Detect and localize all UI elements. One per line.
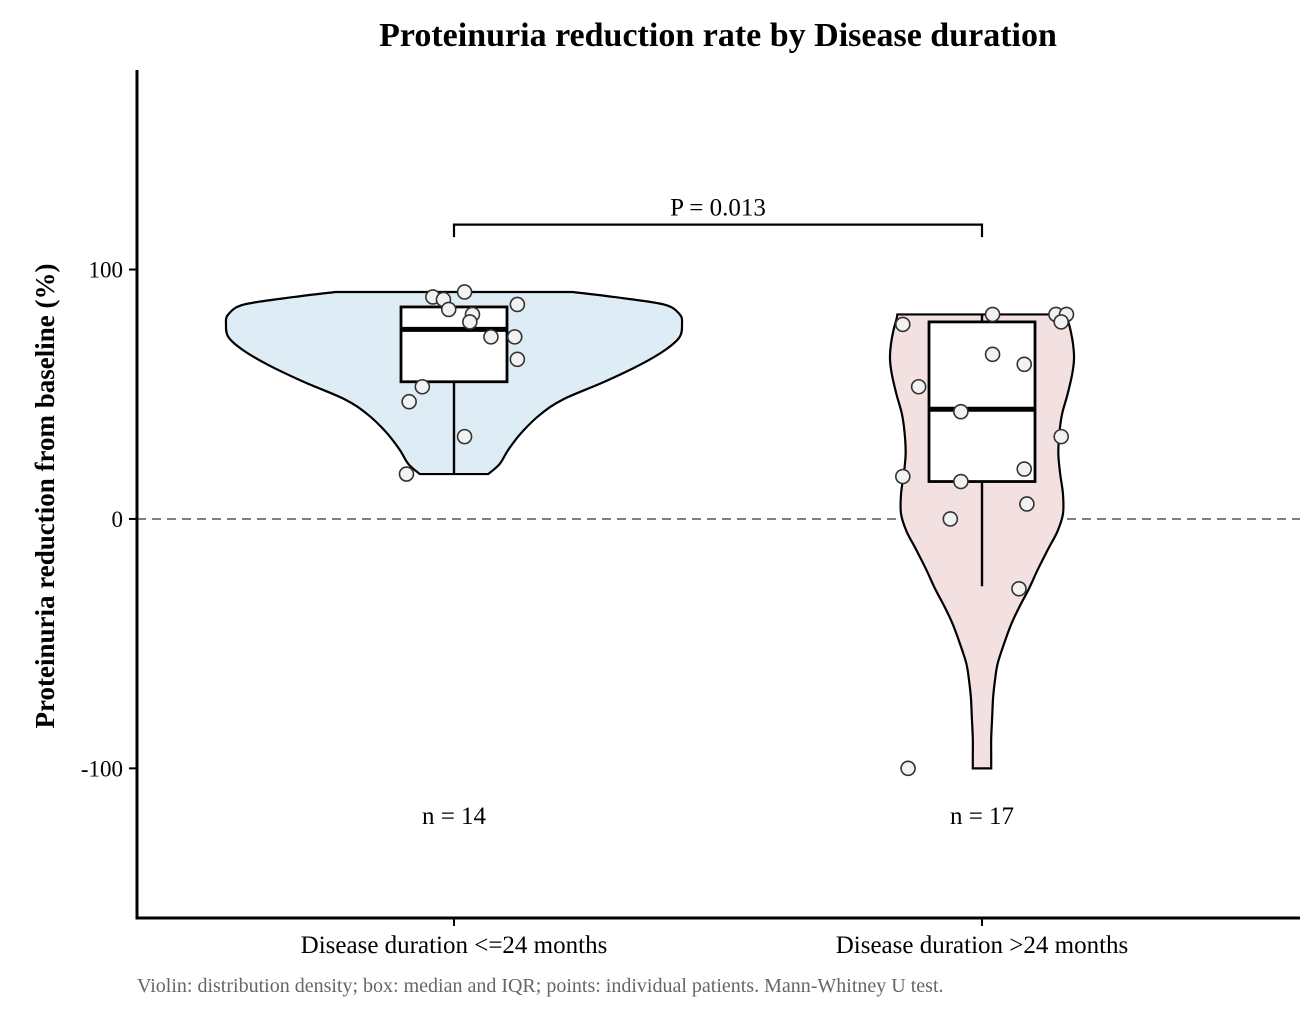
chart-caption: Violin: distribution density; box: media… xyxy=(137,975,944,997)
data-point xyxy=(1011,580,1027,597)
data-point xyxy=(456,428,473,445)
p-value-label: P = 0.013 xyxy=(670,195,766,222)
data-point xyxy=(401,393,417,410)
significance-line xyxy=(452,223,984,238)
data-point xyxy=(509,351,526,368)
chart-title: Proteinuria reduction rate by Disease du… xyxy=(379,17,1057,54)
y-tick-label: 0 xyxy=(112,507,124,532)
data-point xyxy=(900,760,916,777)
data-point xyxy=(894,468,911,485)
data-point xyxy=(509,296,526,313)
x-category-label: Disease duration >24 months xyxy=(836,932,1129,959)
data-point xyxy=(953,403,969,420)
box-2 xyxy=(927,320,1037,483)
data-point xyxy=(1016,356,1033,373)
data-point xyxy=(894,316,911,333)
data-point xyxy=(1053,314,1069,330)
y-tick-label: 100 xyxy=(89,258,124,283)
data-point xyxy=(984,306,1001,323)
data-point xyxy=(456,284,473,300)
data-point xyxy=(398,466,415,482)
y-tick-label: -100 xyxy=(81,756,123,781)
data-point xyxy=(506,329,523,345)
x-category-label: Disease duration <=24 months xyxy=(301,932,608,959)
significance-bracket: P = 0.013 xyxy=(452,195,984,238)
data-point xyxy=(483,329,499,345)
plot-area: n = 14 n = 17 P = 0.013 xyxy=(137,195,1300,830)
data-point xyxy=(1053,428,1069,445)
n-label-2: n = 17 xyxy=(950,803,1014,830)
data-point xyxy=(942,511,959,527)
group-1: n = 14 xyxy=(224,284,684,830)
data-point xyxy=(984,346,1001,363)
n-label-1: n = 14 xyxy=(422,803,487,830)
data-point xyxy=(462,314,478,330)
axes: -100 0 100 Disease duration <=24 months Dise… xyxy=(81,70,1300,959)
data-point xyxy=(953,473,969,490)
data-point xyxy=(440,301,457,318)
group-2: n = 17 xyxy=(888,306,1076,830)
data-point xyxy=(1016,461,1033,477)
y-axis-label: Proteinuria reduction from baseline (%) xyxy=(30,264,60,729)
data-point xyxy=(1019,496,1035,512)
data-point xyxy=(910,378,927,395)
data-point xyxy=(414,378,431,395)
